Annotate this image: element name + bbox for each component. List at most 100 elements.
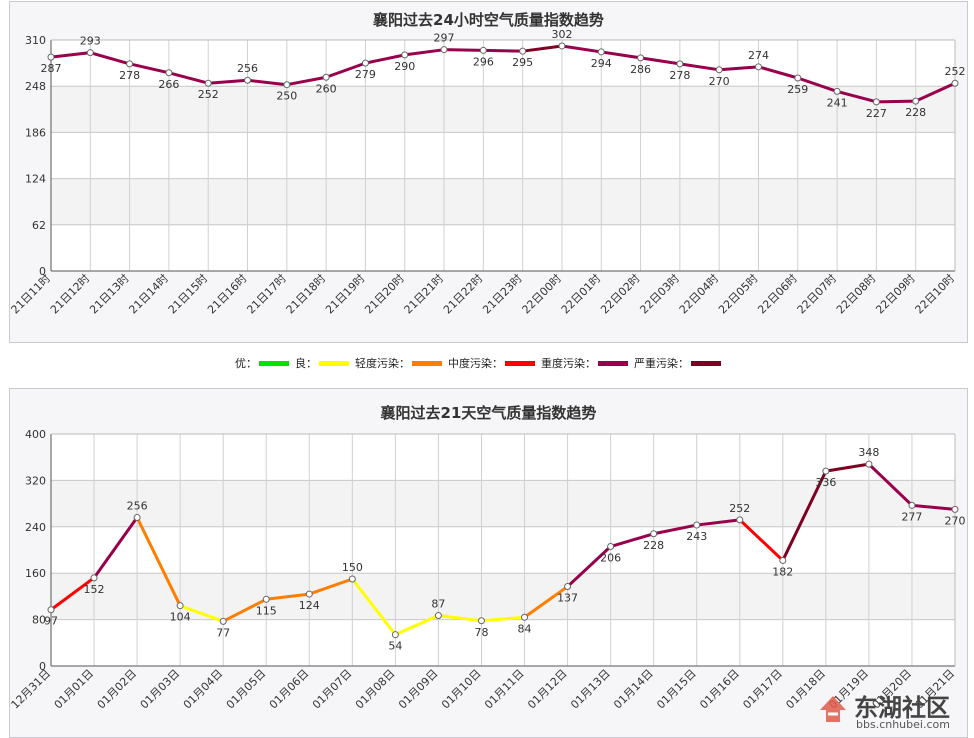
data-point xyxy=(305,590,313,598)
legend-item: 中度污染： xyxy=(448,355,535,371)
y-tick-label: 240 xyxy=(25,521,46,534)
data-label: 84 xyxy=(518,622,532,635)
data-point xyxy=(283,81,291,89)
x-tick-label: 01月02日 xyxy=(95,667,140,712)
x-tick-label: 01月03日 xyxy=(138,667,183,712)
series-segment xyxy=(49,51,92,59)
data-point xyxy=(519,47,527,55)
data-label: 295 xyxy=(512,56,533,69)
data-label: 182 xyxy=(772,565,793,578)
series-segment xyxy=(639,56,682,66)
grid-band xyxy=(51,86,955,133)
data-point xyxy=(47,53,55,61)
x-tick-label: 01月07日 xyxy=(310,667,355,712)
data-label: 104 xyxy=(170,611,191,624)
legend-swatch xyxy=(691,360,721,366)
data-point xyxy=(715,66,723,74)
series-segment xyxy=(481,48,525,53)
data-point xyxy=(204,79,212,87)
data-point xyxy=(736,516,744,524)
series-segment xyxy=(178,604,225,623)
series-segment xyxy=(363,53,407,65)
series-segment xyxy=(436,614,483,623)
data-point xyxy=(479,46,487,54)
data-point xyxy=(90,574,98,582)
series-segment xyxy=(781,469,828,562)
data-label: 124 xyxy=(299,599,320,612)
x-tick-label: 01月10日 xyxy=(439,667,484,712)
y-tick-label: 310 xyxy=(25,34,46,47)
data-point xyxy=(872,98,880,106)
data-point xyxy=(391,631,399,639)
x-tick-label: 01月13日 xyxy=(568,667,613,712)
x-tick-label: 21日12时 xyxy=(48,272,93,317)
legend-item: 严重污染： xyxy=(634,355,721,371)
data-label: 259 xyxy=(787,83,808,96)
data-point xyxy=(951,79,959,87)
data-label: 278 xyxy=(119,69,140,82)
series-segment xyxy=(92,516,139,580)
data-label: 152 xyxy=(84,583,105,596)
legend-item: 重度污染： xyxy=(541,355,628,371)
x-tick-label: 21日15时 xyxy=(166,272,211,317)
data-point xyxy=(521,613,529,621)
watermark-title: 东湖社区 xyxy=(854,694,950,722)
data-point xyxy=(833,87,841,95)
series-segment xyxy=(678,62,721,72)
x-tick-label: 01月04日 xyxy=(181,667,226,712)
data-label: 302 xyxy=(551,28,572,41)
data-point xyxy=(637,54,645,62)
y-tick-label: 186 xyxy=(25,126,46,139)
data-point xyxy=(650,530,658,538)
data-point xyxy=(676,60,684,68)
x-tick-label: 22日06时 xyxy=(755,272,800,317)
series-segment xyxy=(835,89,878,104)
series-segment xyxy=(717,65,760,72)
data-point xyxy=(219,617,227,625)
x-tick-label: 21日21时 xyxy=(402,272,447,317)
data-label: 286 xyxy=(630,63,651,76)
series-segment xyxy=(167,71,210,85)
data-label: 54 xyxy=(388,640,402,653)
watermark-url: bbs.cnhubei.com xyxy=(856,718,950,731)
data-point xyxy=(361,59,369,67)
data-point xyxy=(607,543,615,551)
data-point xyxy=(126,60,134,68)
x-tick-label: 21日23时 xyxy=(480,272,525,317)
data-label: 250 xyxy=(276,90,297,103)
data-label: 227 xyxy=(866,107,887,120)
data-label: 294 xyxy=(591,57,612,70)
series-segment xyxy=(479,615,527,623)
x-tick-label: 21日11时 xyxy=(10,272,53,317)
series-segment xyxy=(264,592,311,601)
data-label: 137 xyxy=(557,592,578,605)
series-segment xyxy=(796,76,839,93)
x-tick-label: 22日03时 xyxy=(637,272,682,317)
x-tick-label: 01月14日 xyxy=(611,667,656,712)
legend-label: 良： xyxy=(295,357,317,370)
series-segment xyxy=(824,462,871,473)
data-point xyxy=(754,63,762,71)
x-tick-label: 01月15日 xyxy=(654,667,699,712)
series-segment xyxy=(867,462,914,507)
legend-item: 优： xyxy=(235,355,289,371)
series-segment xyxy=(128,62,171,75)
data-label: 252 xyxy=(729,502,750,515)
x-tick-label: 21日13时 xyxy=(87,272,132,317)
series-segment xyxy=(566,545,613,589)
legend-swatch xyxy=(505,360,535,366)
x-tick-label: 01月17日 xyxy=(740,667,785,712)
x-tick-label: 01月01日 xyxy=(52,667,97,712)
grid-band xyxy=(51,178,955,225)
hourly-chart-title: 襄阳过去24小时空气质量指数趋势 xyxy=(373,11,604,29)
data-label: 348 xyxy=(858,446,879,459)
x-tick-label: 21日22时 xyxy=(441,272,486,317)
data-label: 87 xyxy=(431,598,445,611)
data-point xyxy=(779,556,787,564)
series-segment xyxy=(49,576,96,612)
data-label: 270 xyxy=(945,514,966,527)
legend-label: 优： xyxy=(235,357,257,370)
series-segment xyxy=(403,48,446,57)
data-label: 266 xyxy=(158,78,179,91)
series-segment xyxy=(652,523,699,536)
